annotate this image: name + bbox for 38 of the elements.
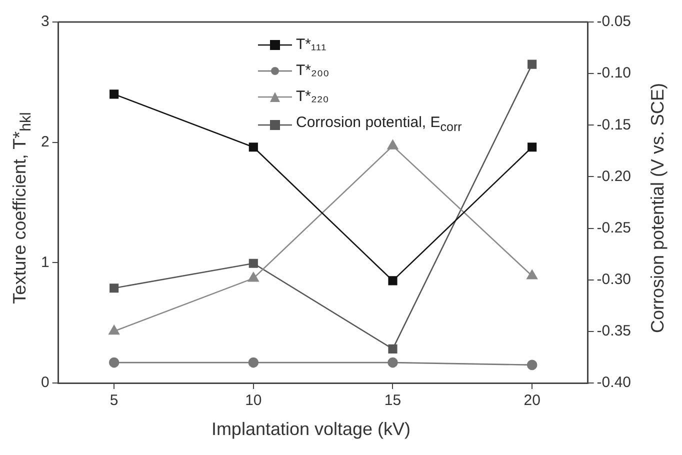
x-tick-label: 20 — [524, 392, 540, 410]
y2-tick-label: -0.15 — [596, 116, 632, 134]
x-tick-label: 15 — [384, 392, 402, 410]
legend-label: Corrosion potential, E$_{corr}$ — [296, 113, 462, 136]
y-tick-label: 2 — [41, 133, 50, 150]
point — [110, 284, 119, 293]
point — [388, 276, 398, 286]
y2-tick-label: -0.05 — [596, 13, 632, 30]
point — [110, 90, 119, 99]
point — [108, 325, 120, 335]
y-tick-label: 1 — [41, 254, 50, 271]
legend-label: T*₂₂₀ — [296, 87, 329, 107]
point — [388, 344, 398, 354]
point — [528, 142, 537, 152]
x-tick-label: 5 — [110, 392, 118, 410]
y2-tick-label: -0.35 — [596, 322, 632, 340]
y2-tick-label: -0.40 — [596, 374, 632, 392]
x-axis-title: Implantation voltage (kV) — [210, 419, 412, 440]
point — [528, 60, 537, 69]
point — [526, 270, 538, 280]
point — [248, 142, 258, 152]
point — [248, 272, 259, 282]
point — [526, 360, 538, 370]
point — [387, 140, 398, 150]
y2-tick-label: -0.25 — [596, 219, 632, 236]
point — [248, 357, 259, 368]
y2-tick-label: -0.30 — [596, 271, 632, 288]
point — [388, 357, 398, 368]
y-tick-label: 0 — [41, 374, 50, 392]
point — [248, 258, 258, 268]
legend-label: T*₁₁₁ — [296, 35, 326, 55]
y-tick-label: 3 — [41, 13, 50, 30]
legend-label: T*₂₀₀ — [296, 61, 330, 81]
y2-axis-title: Corrosion potential (V vs. SCE) — [648, 82, 668, 334]
point — [108, 357, 120, 368]
y2-tick-label: -0.20 — [596, 168, 632, 185]
y2-tick-label: -0.10 — [596, 64, 632, 82]
x-tick-label: 10 — [245, 392, 262, 410]
